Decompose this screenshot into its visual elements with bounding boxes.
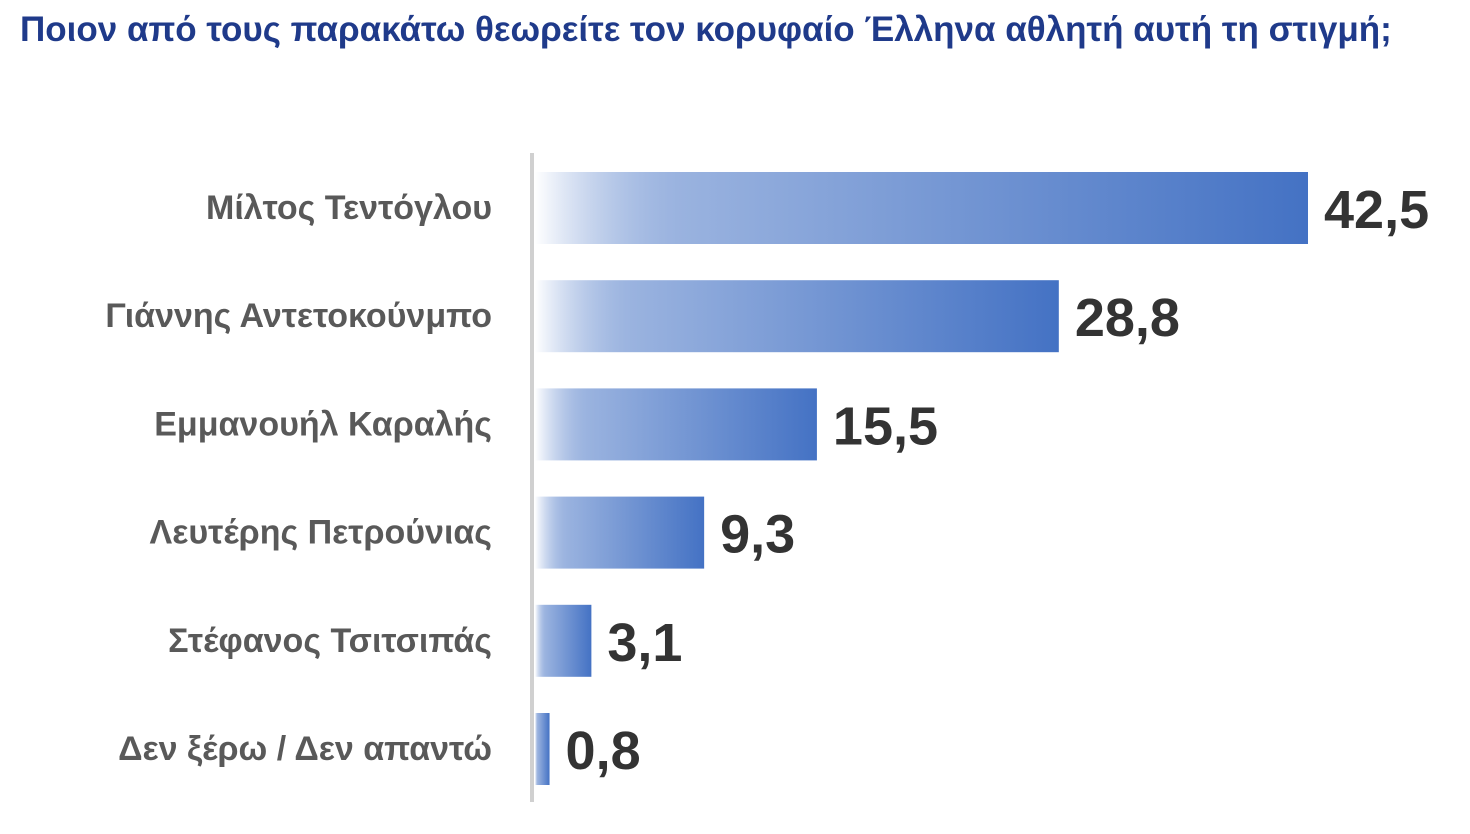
category-label: Λευτέρης Πετρούνιας — [150, 514, 492, 552]
bar — [535, 496, 705, 569]
value-label: 28,8 — [1075, 288, 1180, 348]
value-label: 42,5 — [1324, 180, 1429, 240]
category-label: Γιάννης Αντετοκούνμπο — [105, 297, 492, 335]
value-label: 0,8 — [566, 721, 641, 781]
bar — [535, 713, 550, 785]
bar — [535, 388, 817, 461]
chart-title: Ποιον από τους παρακάτω θεωρείτε τον κορ… — [20, 10, 1392, 49]
bar — [535, 280, 1059, 353]
value-label: 15,5 — [833, 396, 938, 456]
value-label: 9,3 — [720, 505, 795, 565]
value-label: 3,1 — [607, 613, 682, 673]
category-label: Εμμανουήλ Καραλής — [154, 405, 492, 443]
bars-group: Μίλτος Τεντόγλου 42,5 Γιάννης Αντετοκούνμπ… — [105, 172, 1429, 785]
category-label: Στέφανος Τσιτσιπάς — [168, 622, 492, 660]
category-label: Μίλτος Τεντόγλου — [206, 189, 492, 227]
category-label: Δεν ξέρω / Δεν απαντώ — [118, 730, 492, 768]
bar — [535, 604, 592, 677]
bar — [535, 172, 1308, 244]
